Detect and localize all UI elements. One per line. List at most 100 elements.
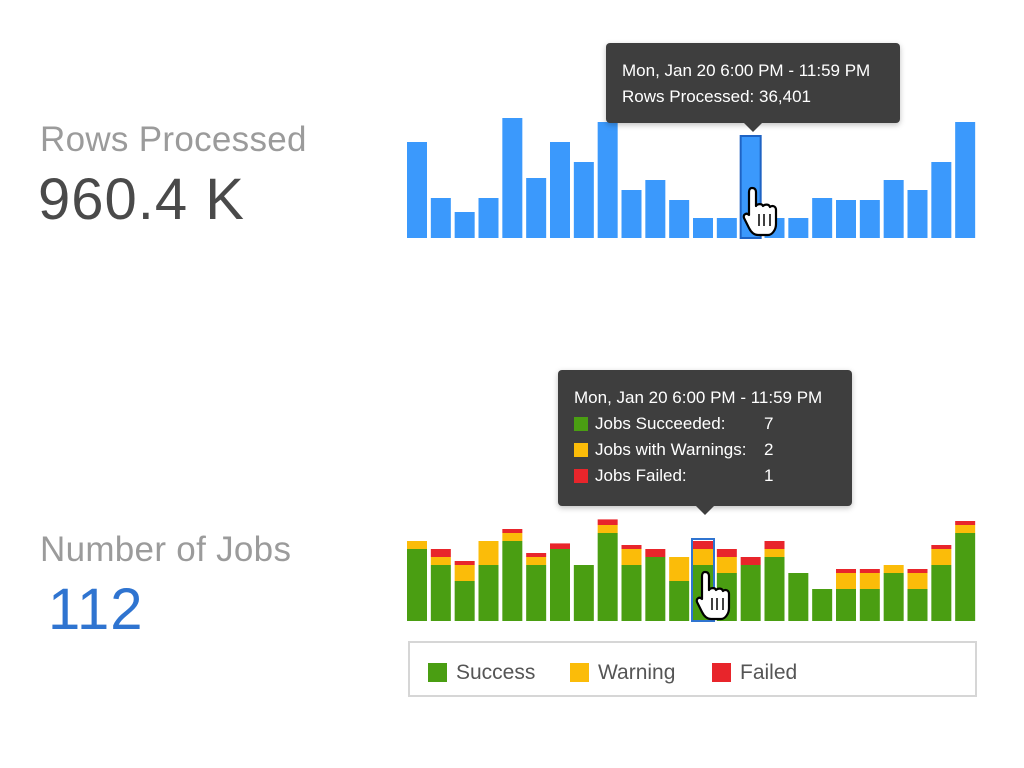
jobs-bar-warning[interactable] — [716, 557, 737, 573]
jobs-tooltip-title: Mon, Jan 20 6:00 PM - 11:59 PM — [574, 388, 823, 407]
number-of-jobs-value: 112 — [48, 577, 144, 642]
jobs-tooltip-value: 1 — [764, 466, 774, 485]
jobs-bar-success[interactable] — [669, 581, 690, 621]
rows-bar[interactable] — [430, 198, 451, 238]
jobs-bar-failed[interactable] — [764, 541, 785, 549]
jobs-bar-warning[interactable] — [693, 549, 713, 565]
number-of-jobs-chart — [407, 519, 976, 622]
jobs-bar-success[interactable] — [573, 565, 594, 621]
rows-bar[interactable] — [669, 200, 690, 238]
legend-label: Failed — [740, 661, 798, 684]
jobs-bar-success[interactable] — [740, 565, 761, 621]
rows-bar[interactable] — [859, 200, 880, 238]
jobs-bar-warning[interactable] — [955, 525, 976, 533]
warning-swatch — [570, 663, 589, 682]
jobs-bar-success[interactable] — [502, 541, 523, 621]
jobs-bar-warning[interactable] — [883, 565, 904, 573]
jobs-bar-warning[interactable] — [931, 549, 952, 565]
jobs-bar-warning[interactable] — [502, 533, 523, 541]
jobs-bar-success[interactable] — [812, 589, 833, 621]
jobs-bar-failed[interactable] — [693, 541, 713, 549]
rows-bar[interactable] — [502, 118, 523, 238]
rows-bar[interactable] — [550, 142, 570, 238]
jobs-bar-success[interactable] — [407, 549, 427, 621]
warning-swatch — [574, 443, 588, 457]
jobs-bar-failed[interactable] — [931, 545, 952, 549]
jobs-bar-warning[interactable] — [430, 557, 451, 565]
jobs-bar-success[interactable] — [430, 565, 451, 621]
rows-tooltip: Mon, Jan 20 6:00 PM - 11:59 PM Rows Proc… — [606, 43, 900, 132]
rows-bar[interactable] — [716, 218, 737, 238]
jobs-bar-failed[interactable] — [502, 529, 523, 533]
rows-bar[interactable] — [907, 190, 928, 238]
rows-tooltip-title: Mon, Jan 20 6:00 PM - 11:59 PM — [622, 61, 871, 80]
jobs-bar-failed[interactable] — [740, 557, 761, 565]
hand-cursor-icon — [695, 570, 731, 621]
rows-bar[interactable] — [597, 122, 618, 238]
jobs-bar-success[interactable] — [788, 573, 809, 621]
jobs-bar-warning[interactable] — [669, 557, 690, 581]
rows-bar[interactable] — [955, 122, 976, 238]
jobs-bar-warning[interactable] — [597, 525, 618, 533]
jobs-bar-warning[interactable] — [454, 565, 475, 581]
hand-cursor-icon — [742, 186, 778, 237]
rows-bar[interactable] — [454, 212, 475, 238]
jobs-tooltip: Mon, Jan 20 6:00 PM - 11:59 PM Jobs Succ… — [558, 370, 852, 515]
jobs-tooltip-value: 2 — [764, 440, 774, 459]
rows-processed-value: 960.4 K — [38, 167, 245, 232]
rows-bar[interactable] — [883, 180, 904, 238]
rows-bar[interactable] — [645, 180, 666, 238]
rows-bar[interactable] — [621, 190, 642, 238]
jobs-bar-success[interactable] — [645, 557, 666, 621]
jobs-bar-success[interactable] — [526, 565, 547, 621]
rows-bar[interactable] — [478, 198, 499, 238]
jobs-bar-warning[interactable] — [526, 557, 547, 565]
rows-bar[interactable] — [788, 218, 809, 238]
chart-legend: Success Warning Failed — [408, 641, 977, 697]
jobs-bar-success[interactable] — [597, 533, 618, 621]
jobs-bar-success[interactable] — [454, 581, 475, 621]
jobs-bar-failed[interactable] — [645, 549, 666, 557]
jobs-bar-success[interactable] — [550, 549, 570, 621]
jobs-bar-success[interactable] — [478, 565, 499, 621]
rows-bar[interactable] — [931, 162, 952, 238]
jobs-bar-success[interactable] — [621, 565, 642, 621]
jobs-bar-success[interactable] — [883, 573, 904, 621]
rows-processed-label: Rows Processed — [40, 120, 307, 159]
jobs-bar-warning[interactable] — [407, 541, 427, 549]
rows-bar[interactable] — [573, 162, 594, 238]
jobs-bar-highlight — [691, 538, 715, 622]
jobs-bar-success[interactable] — [931, 565, 952, 621]
jobs-bar-success[interactable] — [907, 589, 928, 621]
rows-bar[interactable] — [693, 218, 713, 238]
rows-bar[interactable] — [812, 198, 833, 238]
legend-label: Success — [456, 661, 536, 684]
jobs-bar-warning[interactable] — [478, 541, 499, 565]
jobs-bar-success[interactable] — [955, 533, 976, 621]
jobs-bar-success[interactable] — [836, 589, 856, 621]
failed-swatch — [712, 663, 731, 682]
rows-bar[interactable] — [526, 178, 547, 238]
jobs-bar-success[interactable] — [859, 589, 880, 621]
jobs-bar-failed[interactable] — [859, 569, 880, 573]
jobs-bar-warning[interactable] — [836, 573, 856, 589]
jobs-bar-failed[interactable] — [526, 553, 547, 557]
jobs-bar-failed[interactable] — [597, 519, 618, 525]
jobs-bar-success[interactable] — [764, 557, 785, 621]
jobs-bar-failed[interactable] — [430, 549, 451, 557]
jobs-bar-failed[interactable] — [955, 521, 976, 525]
jobs-bar-warning[interactable] — [859, 573, 880, 589]
jobs-bar-failed[interactable] — [907, 569, 928, 573]
jobs-bar-failed[interactable] — [836, 569, 856, 573]
jobs-bar-warning[interactable] — [621, 549, 642, 565]
jobs-bar-warning[interactable] — [907, 573, 928, 589]
rows-tooltip-value: Rows Processed: 36,401 — [622, 87, 811, 106]
jobs-bar-failed[interactable] — [716, 549, 737, 557]
jobs-bar-failed[interactable] — [621, 545, 642, 549]
rows-bar[interactable] — [407, 142, 427, 238]
jobs-bar-failed[interactable] — [550, 543, 570, 549]
jobs-bar-warning[interactable] — [764, 549, 785, 557]
jobs-tooltip-label: Jobs Succeeded: — [595, 414, 726, 433]
rows-bar[interactable] — [836, 200, 856, 238]
jobs-bar-failed[interactable] — [454, 561, 475, 565]
